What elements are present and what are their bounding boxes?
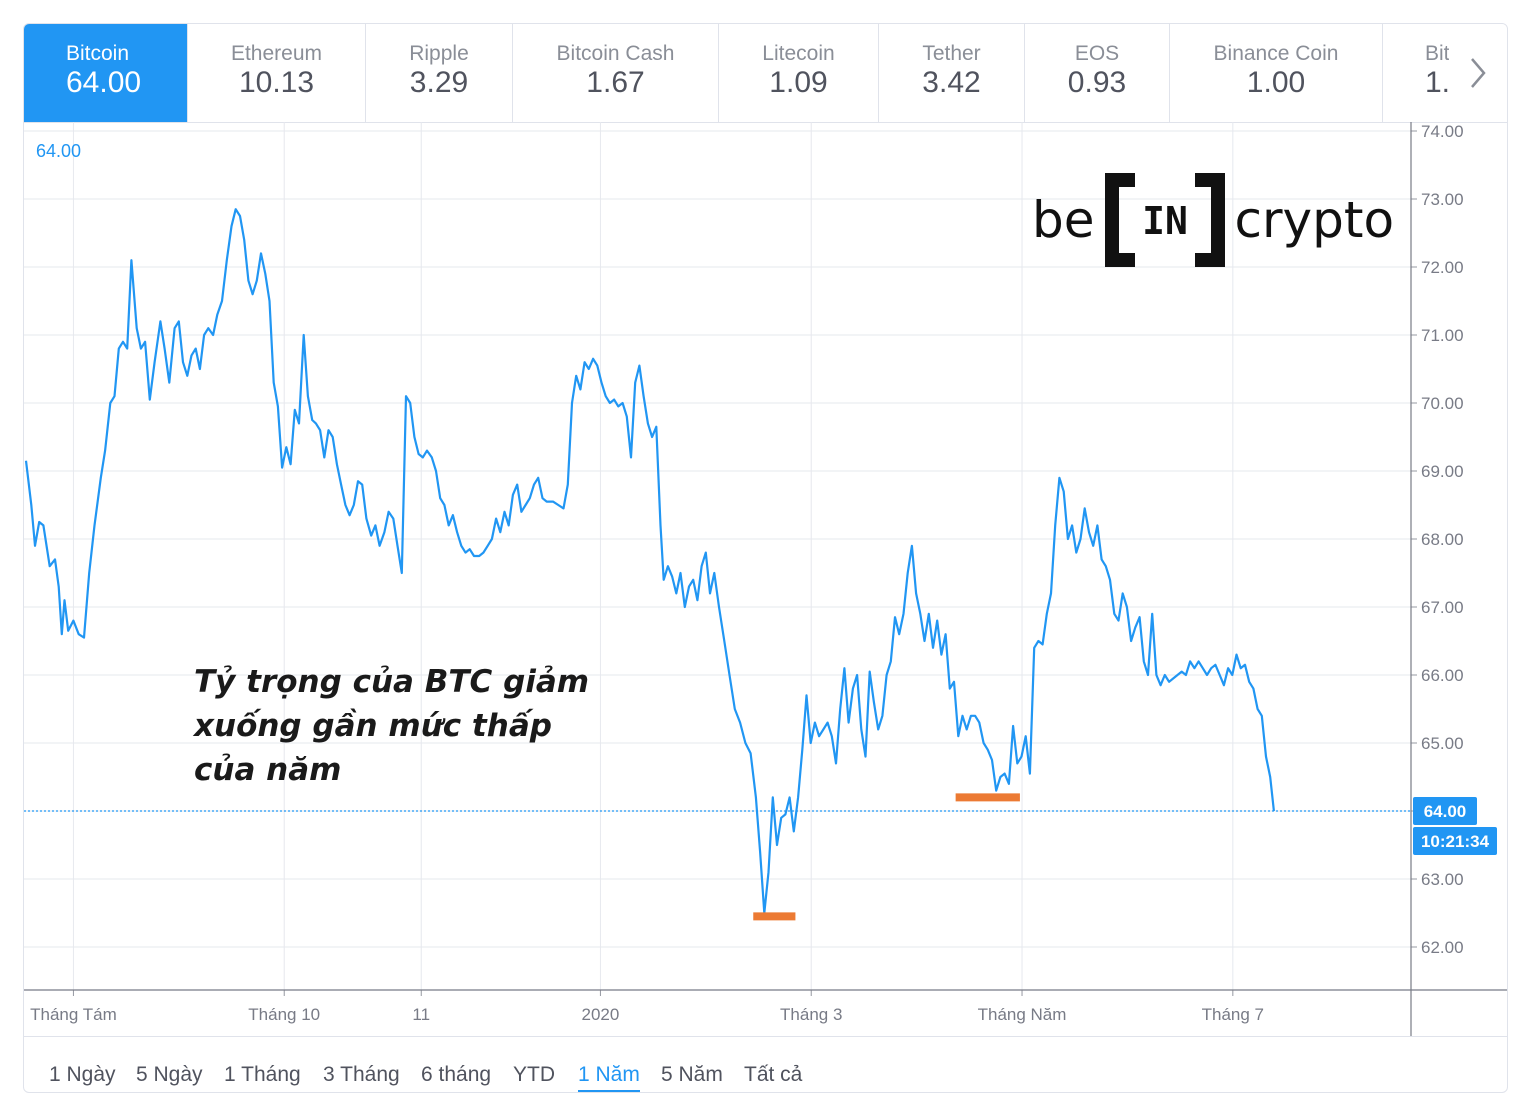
range-tất-cả[interactable]: Tất cả [744,1063,803,1086]
tab-binance-coin[interactable]: Binance Coin 1.00 [1170,24,1383,122]
chart-annotation: Tỷ trọng của BTC giảm xuống gần mức thấp… [194,660,589,792]
x-tick-label: Tháng 3 [780,1005,842,1024]
coin-tabs: Bitcoin 64.00 Ethereum 10.13 Ripple 3.29 Bitco… [24,24,1507,123]
y-tick-label: 70.00 [1421,394,1464,413]
x-tick-label: Tháng 7 [1202,1005,1264,1024]
annotation-line: của năm [194,752,342,788]
annotation-line: Tỷ trọng của BTC giảm [194,664,590,700]
y-tick-label: 69.00 [1421,462,1464,481]
tab-bitcoin[interactable]: Bitcoin 64.00 [24,24,188,122]
tab-bitcoin-cash[interactable]: Bitcoin Cash 1.67 [513,24,719,122]
tab-value: 1.00 [1246,66,1306,99]
tab-value: 10.13 [238,66,315,99]
tab-value: 3.42 [922,66,981,99]
countdown-tag [1413,827,1497,855]
range-ytd[interactable]: YTD [513,1063,555,1086]
tab-litecoin[interactable]: Litecoin 1.09 [719,24,879,122]
tab-ethereum[interactable]: Ethereum 10.13 [188,24,366,122]
y-tick-label: 68.00 [1421,530,1464,549]
tab-name: Ripple [409,42,469,65]
logo-box-text: IN [1142,199,1188,243]
last-price-tag [1413,797,1477,825]
y-tick-label: 63.00 [1421,870,1464,889]
time-range-bar: 1 Ngày 5 Ngày 1 Tháng 3 Tháng 6 tháng YTD 1 Nă… [24,1036,1507,1092]
tab-name: Binance Coin [1213,42,1339,65]
y-tick-label: 66.00 [1421,666,1464,685]
x-tick-label: Tháng 10 [248,1005,320,1024]
x-tick-label: Tháng Năm [978,1005,1067,1024]
logo-text-left: be [1032,191,1095,249]
y-tick-label: 74.00 [1421,122,1464,141]
logo-bracket-mark: IN [1104,173,1225,267]
tab-name: EOS [1074,42,1120,65]
y-tick-label: 73.00 [1421,190,1464,209]
dominance-chart[interactable]: 62.00 63.00 65.00 66.00 67.00 68.00 69.00 70.00… [24,24,1508,1036]
tab-name: Tether [922,42,981,65]
tab-value: 64.00 [66,66,142,99]
tab-name: Bitcoin [66,42,130,65]
tab-name: Bitcoin Cash [556,42,675,65]
tab-name: Ethereum [230,42,323,65]
crypto-dominance-widget: Bitcoin 64.00 Ethereum 10.13 Ripple 3.29 Bitco… [23,23,1508,1093]
range-1-tháng[interactable]: 1 Tháng [224,1063,301,1086]
x-tick-label: Tháng Tám [30,1005,117,1024]
chevron-right-icon [1471,58,1486,88]
y-tick-label: 71.00 [1421,326,1464,345]
x-tick-label: 2020 [582,1005,620,1024]
x-tick-label: 11 [412,1005,430,1024]
legend-value: 64.00 [36,141,81,161]
y-tick-label: 72.00 [1421,258,1464,277]
tab-value: 1. [1425,66,1451,99]
last-price-label: 64.00 [1424,802,1467,821]
tab-eos[interactable]: EOS 0.93 [1025,24,1170,122]
range-1-ngày[interactable]: 1 Ngày [49,1063,116,1086]
tab-value: 1.67 [586,66,645,99]
tab-tether[interactable]: Tether 3.42 [879,24,1025,122]
series-line-btc-dominance [24,208,1275,915]
range-1-năm[interactable]: 1 Năm [578,1063,640,1092]
range-3-tháng[interactable]: 3 Tháng [323,1063,400,1086]
tab-value: 1.09 [769,66,828,99]
range-6-tháng[interactable]: 6 tháng [421,1063,492,1086]
range-5-ngày[interactable]: 5 Ngày [136,1063,203,1086]
logo-text-right: crypto [1234,191,1395,249]
y-tick-label: 67.00 [1421,598,1464,617]
tab-ripple[interactable]: Ripple 3.29 [366,24,513,122]
tab-name: Litecoin [762,42,835,65]
tabs-next-button[interactable] [1449,24,1507,122]
tab-value: 3.29 [409,66,469,99]
y-tick-label: 62.00 [1421,938,1464,957]
y-tick-label: 65.00 [1421,734,1464,753]
countdown-label: 10:21:34 [1421,832,1490,851]
beincrypto-logo: be IN crypto [1032,173,1395,267]
range-5-năm[interactable]: 5 Năm [661,1063,723,1086]
annotation-line: xuống gần mức thấp [194,708,552,744]
tab-value: 0.93 [1067,66,1127,99]
